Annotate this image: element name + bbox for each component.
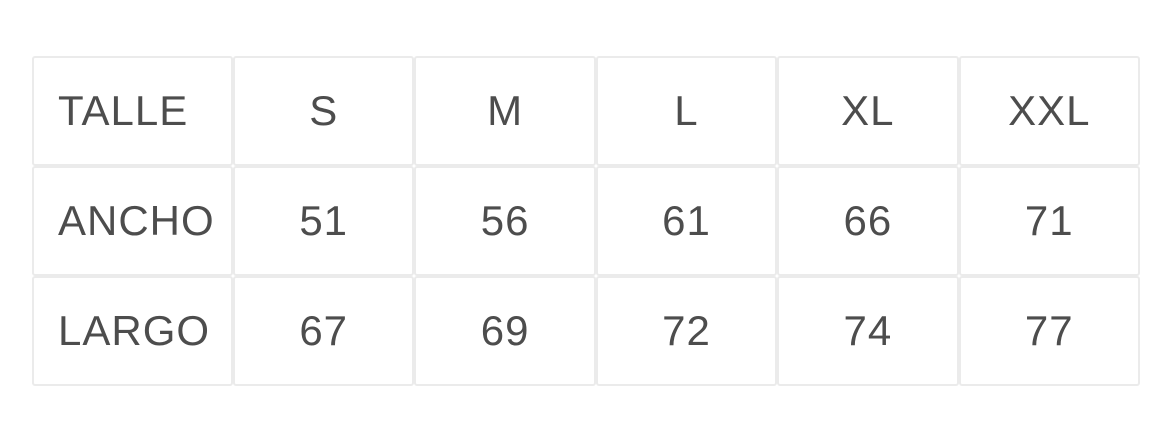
value-cell-ancho-xxl: 71 xyxy=(958,166,1140,276)
header-cell-talle: TALLE xyxy=(32,56,233,166)
header-cell-size-l: L xyxy=(595,56,778,166)
size-chart-table: TALLE S M L XL XXL ANCHO 51 56 61 66 71 … xyxy=(32,56,1140,386)
value-cell-largo-s: 67 xyxy=(233,276,415,386)
value-cell-largo-m: 69 xyxy=(414,276,596,386)
value-cell-ancho-m: 56 xyxy=(414,166,596,276)
header-cell-size-s: S xyxy=(233,56,415,166)
value-cell-ancho-l: 61 xyxy=(595,166,778,276)
row-label-largo: LARGO xyxy=(32,276,233,386)
header-cell-size-xl: XL xyxy=(777,56,959,166)
value-cell-largo-l: 72 xyxy=(595,276,778,386)
value-cell-ancho-xl: 66 xyxy=(777,166,959,276)
row-label-ancho: ANCHO xyxy=(32,166,233,276)
header-cell-size-m: M xyxy=(414,56,596,166)
size-chart-row-largo: LARGO 67 69 72 74 77 xyxy=(32,276,1140,386)
header-cell-size-xxl: XXL xyxy=(958,56,1140,166)
size-chart-header-row: TALLE S M L XL XXL xyxy=(32,56,1140,166)
value-cell-ancho-s: 51 xyxy=(233,166,415,276)
value-cell-largo-xxl: 77 xyxy=(958,276,1140,386)
size-chart-row-ancho: ANCHO 51 56 61 66 71 xyxy=(32,166,1140,276)
value-cell-largo-xl: 74 xyxy=(777,276,959,386)
